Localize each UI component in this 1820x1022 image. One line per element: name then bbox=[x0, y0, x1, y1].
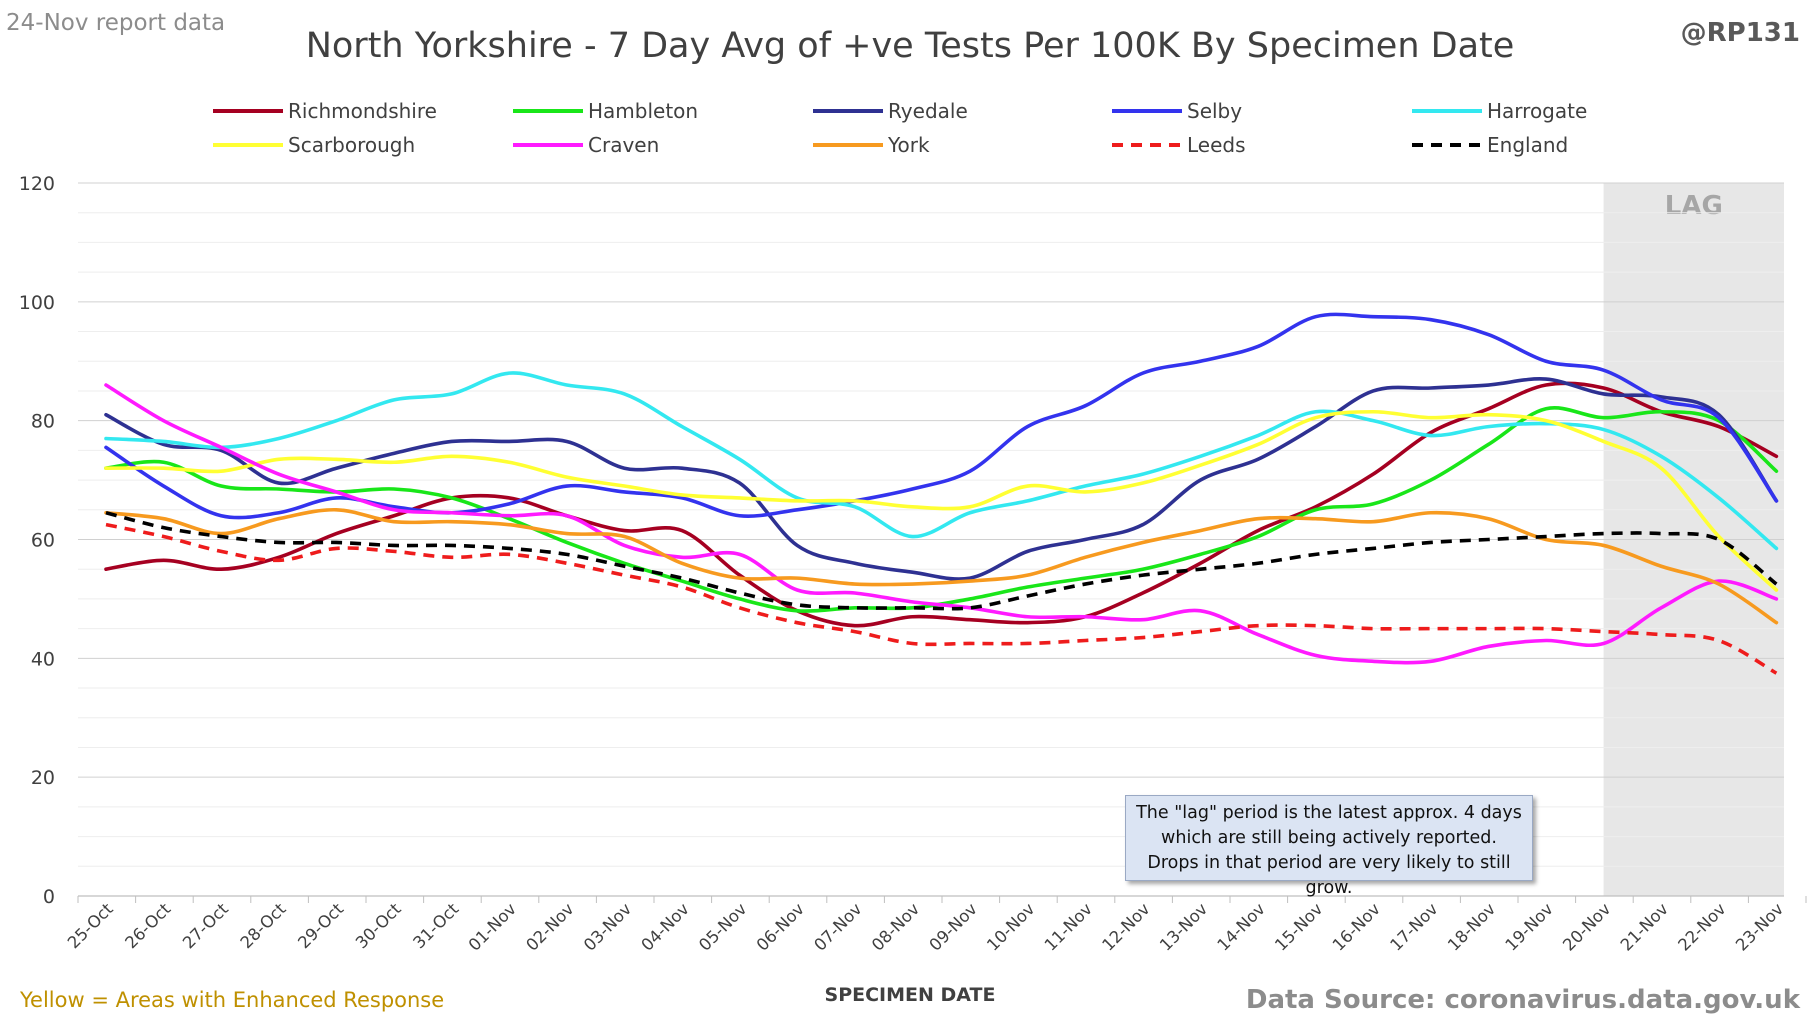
lag-annotation-box: The "lag" period is the latest approx. 4… bbox=[1125, 795, 1533, 898]
x-tick-label: 06-Nov bbox=[753, 899, 808, 954]
series-line-leeds bbox=[105, 522, 1778, 675]
series-line-hambleton bbox=[104, 406, 1779, 613]
legend-label-hambleton: Hambleton bbox=[588, 99, 698, 123]
y-tick-label: 60 bbox=[31, 530, 55, 552]
legend-label-leeds: Leeds bbox=[1187, 133, 1246, 157]
series-line-ryedale bbox=[104, 377, 1779, 581]
y-tick-label: 20 bbox=[31, 767, 55, 789]
y-tick-label: 100 bbox=[19, 292, 55, 314]
y-tick-label: 80 bbox=[31, 411, 55, 433]
x-tick-label: 22-Nov bbox=[1674, 899, 1729, 954]
y-tick-label: 0 bbox=[43, 886, 55, 908]
legend-label-richmondshire: Richmondshire bbox=[288, 99, 437, 123]
legend-label-scarborough: Scarborough bbox=[288, 133, 415, 157]
x-tick-label: 19-Nov bbox=[1502, 899, 1557, 954]
chart-title: North Yorkshire - 7 Day Avg of +ve Tests… bbox=[305, 26, 1515, 66]
legend-label-york: York bbox=[887, 133, 930, 157]
author-handle: @RP131 bbox=[1680, 18, 1800, 48]
x-tick-label: 25-Oct bbox=[64, 899, 117, 952]
x-tick-label: 23-Nov bbox=[1732, 899, 1787, 954]
legend-label-selby: Selby bbox=[1187, 99, 1242, 123]
x-axis-title: SPECIMEN DATE bbox=[824, 984, 996, 1006]
x-tick-label: 15-Nov bbox=[1271, 899, 1326, 954]
gridlines bbox=[78, 182, 1784, 897]
x-tick-label: 28-Oct bbox=[237, 899, 290, 952]
x-tick-label: 01-Nov bbox=[465, 899, 520, 954]
legend-label-ryedale: Ryedale bbox=[888, 99, 968, 123]
series-line-richmondshire bbox=[104, 381, 1779, 628]
x-tick-label: 21-Nov bbox=[1617, 899, 1672, 954]
lag-label: LAG bbox=[1665, 191, 1723, 221]
series-line-scarborough bbox=[104, 409, 1779, 592]
x-tick-label: 30-Oct bbox=[352, 899, 405, 952]
x-tick-label: 07-Nov bbox=[810, 899, 865, 954]
series-line-york bbox=[104, 507, 1779, 625]
x-tick-label: 08-Nov bbox=[868, 899, 923, 954]
x-tick-label: 13-Nov bbox=[1156, 899, 1211, 954]
x-tick-label: 11-Nov bbox=[1041, 899, 1096, 954]
x-tick-label: 26-Oct bbox=[121, 899, 174, 952]
x-tick-label: 17-Nov bbox=[1386, 899, 1441, 954]
series-line-craven bbox=[104, 383, 1779, 665]
x-tick-label: 10-Nov bbox=[983, 899, 1038, 954]
x-tick-label: 27-Oct bbox=[179, 899, 232, 952]
x-tick-label: 12-Nov bbox=[1098, 899, 1153, 954]
legend-label-craven: Craven bbox=[588, 133, 659, 157]
enhanced-response-note: Yellow = Areas with Enhanced Response bbox=[20, 988, 445, 1012]
x-tick-label: 05-Nov bbox=[695, 899, 750, 954]
x-tick-label: 29-Oct bbox=[294, 899, 347, 952]
legend-label-harrogate: Harrogate bbox=[1487, 99, 1587, 123]
series-line-harrogate bbox=[104, 371, 1779, 551]
x-tick-label: 14-Nov bbox=[1214, 899, 1269, 954]
x-tick-label: 18-Nov bbox=[1444, 899, 1499, 954]
y-tick-label: 120 bbox=[19, 173, 55, 195]
legend-label-england: England bbox=[1487, 133, 1568, 157]
x-tick-label: 31-Oct bbox=[409, 899, 462, 952]
data-source: Data Source: coronavirus.data.gov.uk bbox=[1245, 985, 1800, 1015]
series-line-england bbox=[105, 511, 1778, 611]
x-tick-label: 20-Nov bbox=[1559, 899, 1614, 954]
x-tick-label: 04-Nov bbox=[638, 899, 693, 954]
legend: Richmondshire Hambleton Ryedale Selby Harrog… bbox=[213, 99, 1587, 157]
report-date-tag: 24-Nov report data bbox=[6, 10, 226, 36]
x-tick-label: 09-Nov bbox=[926, 899, 981, 954]
y-tick-label: 40 bbox=[31, 648, 55, 670]
series-lines bbox=[104, 312, 1779, 675]
x-tick-label: 03-Nov bbox=[580, 899, 635, 954]
series-line-selby bbox=[104, 312, 1779, 520]
x-tick-label: 16-Nov bbox=[1329, 899, 1384, 954]
x-tick-label: 02-Nov bbox=[522, 899, 577, 954]
